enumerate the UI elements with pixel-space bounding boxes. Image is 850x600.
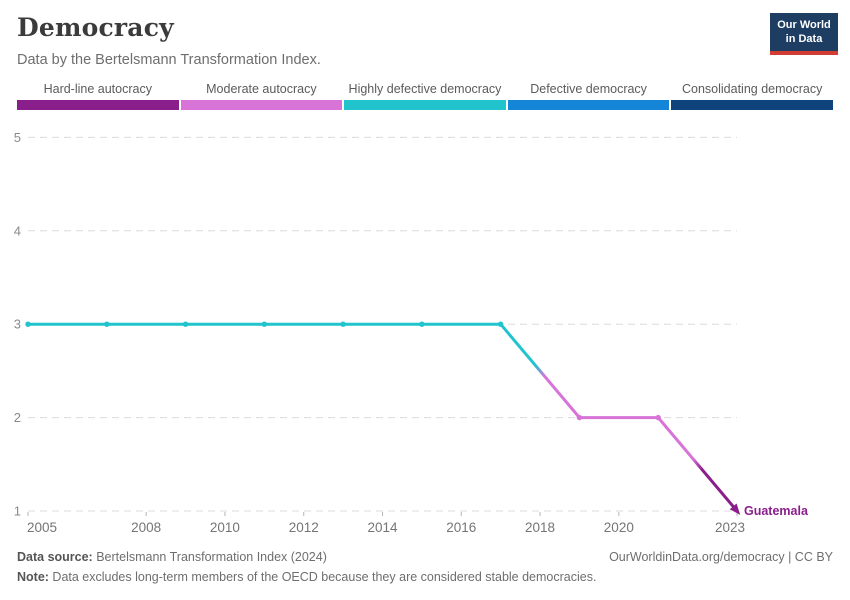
y-axis-label-2: 2 [14, 410, 21, 425]
legend-label-highly-defective-democracy[interactable]: Highly defective democracy [348, 82, 502, 96]
legend-label-hard-line-autocracy[interactable]: Hard-line autocracy [43, 82, 152, 96]
x-axis-label-2023: 2023 [715, 520, 745, 535]
legend-bar-hard-line-autocracy[interactable] [17, 100, 179, 110]
data-point-marker-2021[interactable] [655, 414, 661, 421]
legend-label-consolidating-democracy[interactable]: Consolidating democracy [681, 82, 823, 96]
owid-logo-text: Our World in Data [770, 13, 838, 51]
x-axis-label-2010: 2010 [210, 520, 240, 535]
data-source-text: Bertelsmann Transformation Index (2024) [92, 550, 327, 564]
data-source-line: Data source: Bertelsmann Transformation … [17, 547, 833, 567]
data-point-marker-2011[interactable] [261, 321, 268, 327]
legend-bar-defective-democracy[interactable] [507, 100, 670, 110]
page-subtitle: Data by the Bertelsmann Transformation I… [17, 52, 321, 68]
x-axis-label-2014: 2014 [367, 520, 398, 535]
data-endpoint-arrow-2023[interactable] [729, 503, 744, 518]
legend-bar-consolidating-democracy[interactable] [671, 100, 833, 110]
legend-label-moderate-autocracy[interactable]: Moderate autocracy [206, 82, 317, 96]
data-point-marker-2005[interactable] [25, 321, 31, 327]
data-point-marker-2007[interactable] [104, 321, 110, 327]
data-point-marker-2015[interactable] [419, 321, 425, 327]
entity-label-guatemala[interactable]: Guatemala [744, 504, 808, 518]
data-point-marker-2013[interactable] [340, 321, 346, 327]
owid-citation-link[interactable]: OurWorldinData.org/democracy | CC BY [609, 550, 833, 564]
data-source-label: Data source: [17, 550, 93, 564]
y-axis-label-4: 4 [14, 223, 21, 238]
data-line-segment[interactable] [499, 322, 581, 420]
data-point-marker-2017[interactable] [497, 321, 504, 327]
x-axis-label-2016: 2016 [446, 520, 476, 535]
legend-bar-highly-defective-democracy[interactable] [344, 100, 506, 110]
y-axis-label-5: 5 [14, 130, 21, 145]
legend-bars-row [17, 100, 833, 110]
owid-logo[interactable]: Our World in Data [770, 13, 838, 55]
legend-labels-row: Hard-line autocracy Moderate autocracy H… [17, 82, 833, 96]
data-point-marker-2009[interactable] [182, 321, 189, 327]
note-text: Data excludes long-term members of the O… [48, 570, 597, 584]
line-chart[interactable]: 1 2 3 4 5 2005 2008 2010 2012 2014 2016 2018 2020 202… [0, 115, 850, 540]
x-axis-label-2012: 2012 [289, 520, 319, 535]
legend-label-defective-democracy[interactable]: Defective democracy [530, 82, 647, 96]
chart-footer: Data source: Bertelsmann Transformation … [17, 547, 833, 587]
x-axis-label-2018: 2018 [525, 520, 555, 535]
page-title: Democracy [17, 13, 174, 42]
note-label: Note: [17, 570, 49, 584]
data-line-segment[interactable] [656, 416, 739, 513]
y-axis-label-1: 1 [14, 504, 21, 519]
x-axis-label-2020: 2020 [604, 520, 634, 535]
x-axis-label-2008: 2008 [131, 520, 161, 535]
y-axis-label-3: 3 [14, 317, 21, 332]
category-legend: Hard-line autocracy Moderate autocracy H… [17, 82, 833, 110]
owid-logo-accent-bar [770, 50, 838, 55]
legend-bar-moderate-autocracy[interactable] [180, 100, 343, 110]
x-axis-label-2005: 2005 [27, 520, 57, 535]
note-line: Note: Data excludes long-term members of… [17, 567, 833, 587]
data-point-marker-2019[interactable] [576, 414, 583, 421]
